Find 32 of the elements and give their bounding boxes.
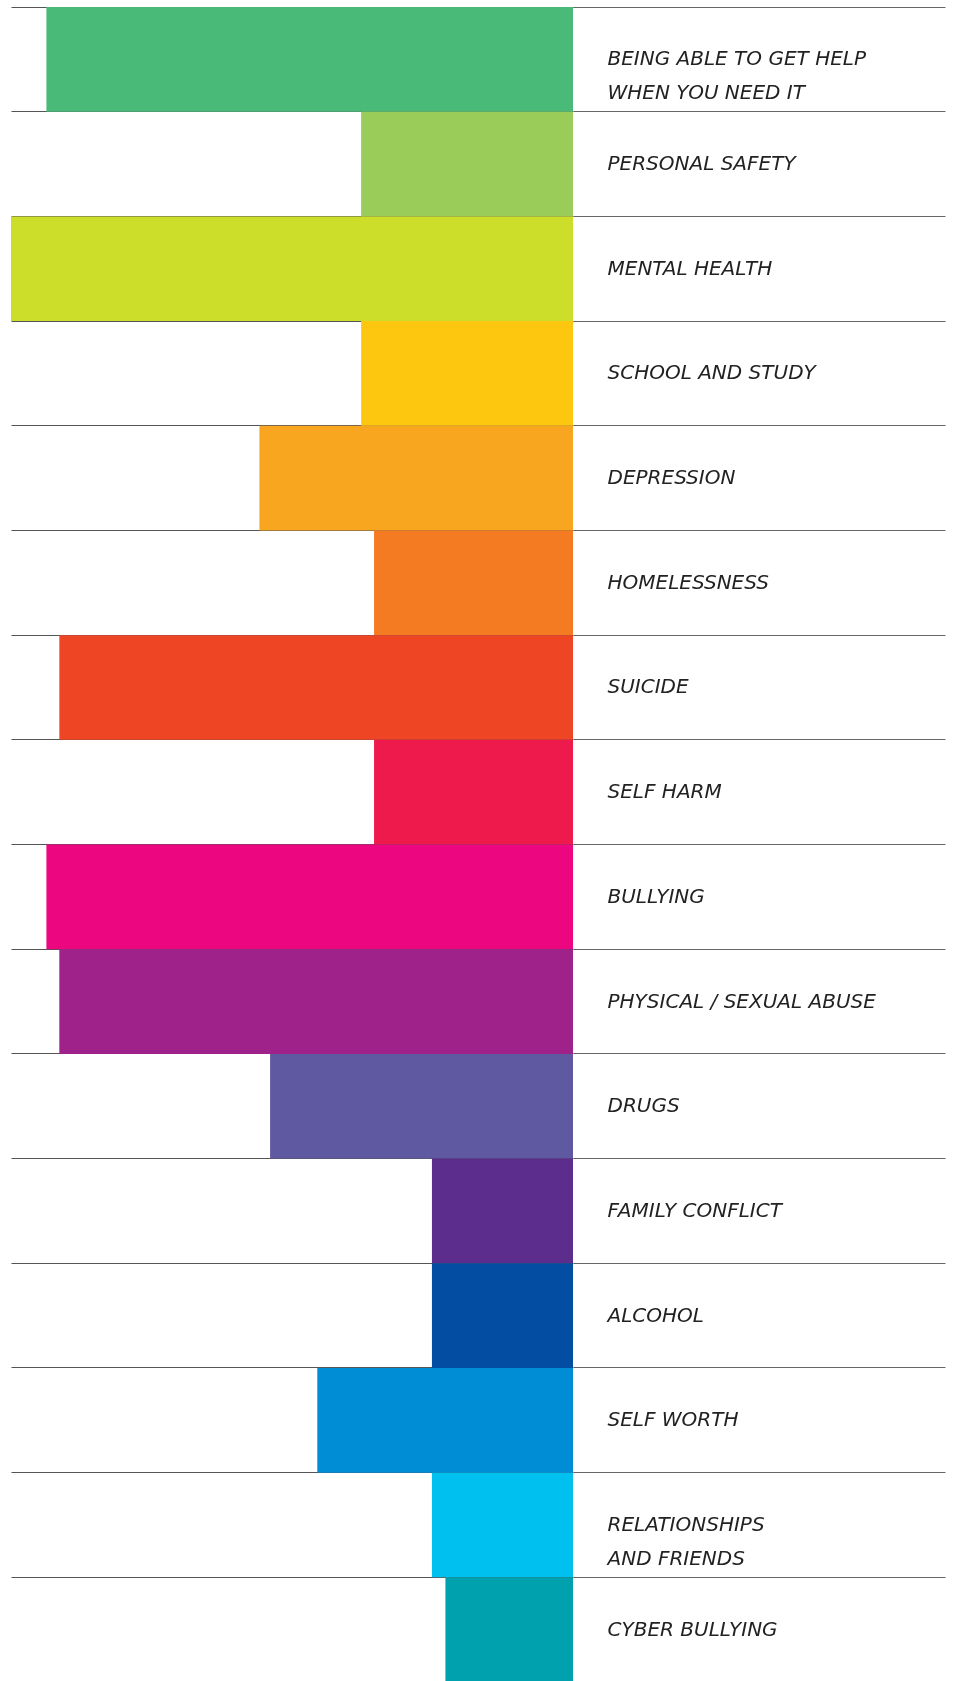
bar (59, 635, 573, 740)
bar (374, 530, 573, 636)
bar (46, 7, 573, 112)
y-tick-label: DRUGS (607, 1093, 680, 1118)
bar (11, 216, 573, 322)
bar (270, 1053, 573, 1159)
y-tick-label: CYBER BULLYING (607, 1616, 778, 1641)
bar (317, 1367, 573, 1473)
bar (59, 949, 573, 1054)
bar (46, 844, 573, 950)
y-tick-label: BULLYING (607, 883, 705, 908)
bar (431, 1158, 573, 1264)
y-tick-label: SELF WORTH (607, 1407, 739, 1432)
bar (374, 739, 573, 845)
y-tick-label: RELATIONSHIPS AND FRIENDS (605, 1511, 765, 1570)
bar (445, 1577, 573, 1681)
bar (361, 111, 573, 217)
bar (259, 425, 573, 531)
bar (361, 321, 573, 426)
y-tick-label: PERSONAL SAFETY (607, 151, 798, 176)
bar (431, 1472, 573, 1578)
y-tick-label: BEING ABLE TO GET HELP WHEN YOU NEED IT (607, 46, 867, 105)
y-tick-label: SUICIDE (607, 674, 689, 699)
y-tick-label: FAMILY CONFLICT (607, 1197, 784, 1222)
bar (431, 1263, 573, 1368)
y-tick-label: SCHOOL AND STUDY (607, 360, 818, 385)
y-tick-label: MENTAL HEALTH (607, 255, 773, 280)
y-tick-label: DEPRESSION (607, 465, 736, 490)
y-tick-label: SELF HARM (607, 779, 722, 804)
y-tick-label: ALCOHOL (605, 1302, 704, 1327)
y-tick-label: HOMELESSNESS (607, 569, 770, 594)
y-tick-label: PHYSICAL / SEXUAL ABUSE (607, 988, 877, 1013)
